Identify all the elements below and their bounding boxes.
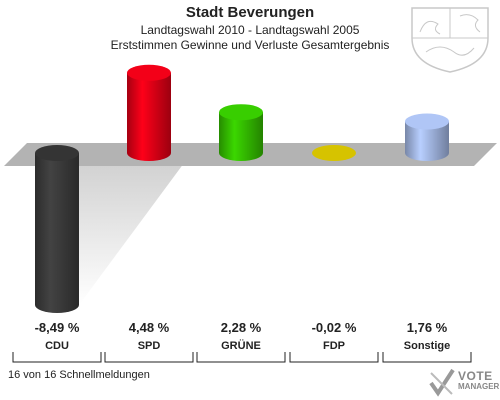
coat-of-arms-icon — [411, 7, 489, 73]
value-label: -0,02 % — [312, 320, 357, 335]
category-label: GRÜNE — [221, 339, 261, 352]
category-label: FDP — [323, 340, 345, 352]
category-label: SPD — [138, 340, 161, 352]
footer-status: 16 von 16 Schnellmeldungen — [8, 369, 150, 381]
bar-top-cdu — [35, 145, 79, 161]
bar-spd — [127, 72, 171, 161]
bar-top-spd — [127, 64, 171, 81]
bar-sonstige — [405, 121, 449, 161]
category-label: CDU — [45, 340, 69, 352]
checkmark-logo-icon — [429, 368, 455, 397]
bar-top-sonstige — [405, 113, 449, 130]
category-bracket — [12, 352, 102, 363]
bar-gruene — [219, 112, 263, 161]
value-label: 4,48 % — [129, 320, 170, 335]
category-bracket — [196, 352, 286, 363]
bar-shadow — [79, 163, 184, 305]
chart-subtitle-comparison: Landtagswahl 2010 - Landtagswahl 2005 — [140, 23, 360, 37]
category-bracket — [289, 352, 379, 363]
bar-fdp — [312, 145, 356, 161]
bar-cdu — [35, 153, 79, 313]
bar-top-gruene — [219, 104, 263, 121]
category-label: Sonstige — [404, 340, 450, 352]
value-label: -8,49 % — [35, 320, 80, 335]
category-bracket — [104, 352, 194, 363]
vote-manager-logo: VOTE MANAGER — [428, 366, 500, 398]
logo-text-vote: VOTE — [458, 369, 493, 383]
category-bracket — [382, 352, 472, 363]
logo-text-manager: MANAGER — [458, 382, 500, 391]
value-label: 1,76 % — [407, 320, 448, 335]
value-label: 2,28 % — [221, 320, 262, 335]
chart-subtitle-description: Erststimmen Gewinne und Verluste Gesamte… — [110, 38, 390, 52]
chart-title: Stadt Beverungen — [185, 4, 315, 21]
